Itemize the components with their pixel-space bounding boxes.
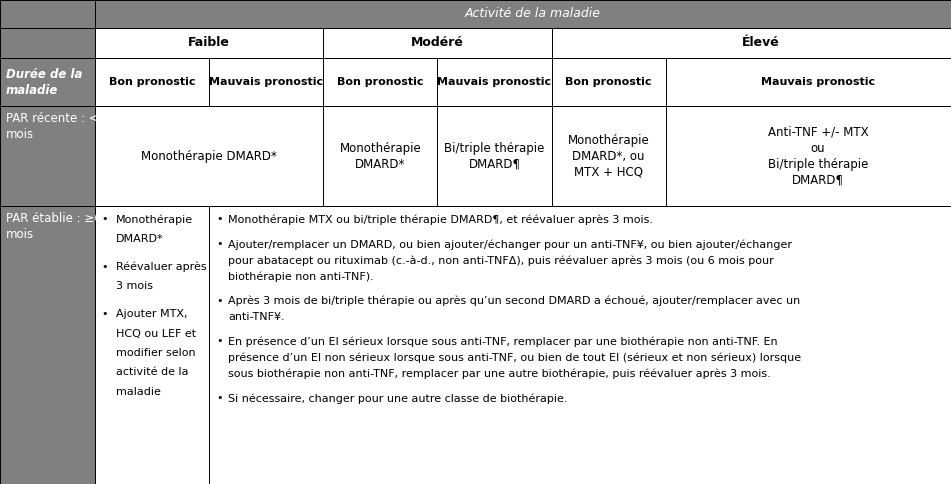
Text: Ajouter MTX,: Ajouter MTX, (116, 309, 187, 319)
Text: •: • (216, 214, 223, 225)
Text: Monothérapie DMARD*: Monothérapie DMARD* (142, 150, 277, 163)
Text: •: • (216, 296, 223, 306)
Text: Bon pronostic: Bon pronostic (109, 77, 195, 87)
Text: Réévaluer après: Réévaluer après (116, 262, 206, 272)
Text: présence d’un EI non sérieux lorsque sous anti-TNF, ou bien de tout EI (sérieux : présence d’un EI non sérieux lorsque sou… (228, 352, 802, 363)
Text: •: • (102, 262, 108, 272)
Text: DMARD*: DMARD* (116, 234, 164, 244)
Bar (0, 206, 95, 484)
Text: anti-TNF¥.: anti-TNF¥. (228, 312, 285, 322)
Bar (0, 28, 95, 58)
Bar (0, 58, 95, 106)
Text: biothérapie non anti-TNF).: biothérapie non anti-TNF). (228, 271, 374, 282)
Text: Si nécessaire, changer pour une autre classe de biothérapie.: Si nécessaire, changer pour une autre cl… (228, 393, 568, 404)
Text: Monothérapie
DMARD*: Monothérapie DMARD* (340, 142, 421, 170)
Bar (95, 106, 323, 206)
Bar (323, 58, 437, 106)
Bar (437, 106, 552, 206)
Bar (323, 106, 437, 206)
Text: •: • (216, 336, 223, 347)
Bar (552, 106, 666, 206)
Text: PAR récente : <6
mois: PAR récente : <6 mois (6, 112, 106, 141)
Text: sous biothérapie non anti-TNF, remplacer par une autre biothérapie, puis réévalu: sous biothérapie non anti-TNF, remplacer… (228, 368, 771, 379)
Text: Bi/triple thérapie
DMARD¶: Bi/triple thérapie DMARD¶ (444, 142, 545, 170)
Text: Activité de la maladie: Activité de la maladie (464, 7, 601, 20)
Bar (666, 106, 951, 206)
Text: En présence d’un EI sérieux lorsque sous anti-TNF, remplacer par une biothérapie: En présence d’un EI sérieux lorsque sous… (228, 336, 778, 347)
Text: Mauvais pronostic: Mauvais pronostic (761, 77, 875, 87)
Text: Bon pronostic: Bon pronostic (566, 77, 651, 87)
Text: •: • (102, 214, 108, 225)
Text: •: • (102, 309, 108, 319)
Text: modifier selon: modifier selon (116, 348, 196, 358)
Bar (95, 58, 209, 106)
Text: activité de la: activité de la (116, 367, 188, 378)
Bar (95, 0, 951, 28)
Text: Anti-TNF +/- MTX
ou
Bi/triple thérapie
DMARD¶: Anti-TNF +/- MTX ou Bi/triple thérapie D… (767, 125, 868, 187)
Text: pour abatacept ou rituximab (c.-à-d., non anti-TNFΔ), puis réévaluer après 3 moi: pour abatacept ou rituximab (c.-à-d., no… (228, 255, 774, 266)
Text: Faible: Faible (188, 36, 230, 49)
Bar (666, 58, 951, 106)
Bar (209, 206, 951, 484)
Text: Mauvais pronostic: Mauvais pronostic (209, 77, 323, 87)
Text: Monothérapie
DMARD*, ou
MTX + HCQ: Monothérapie DMARD*, ou MTX + HCQ (568, 134, 650, 179)
Text: Durée de la
maladie: Durée de la maladie (6, 68, 82, 97)
Bar (95, 206, 209, 484)
Text: Monothérapie MTX ou bi/triple thérapie DMARD¶, et réévaluer après 3 mois.: Monothérapie MTX ou bi/triple thérapie D… (228, 214, 653, 225)
Text: •: • (216, 393, 223, 403)
Bar (209, 58, 323, 106)
Text: Mauvais pronostic: Mauvais pronostic (437, 77, 552, 87)
Bar (0, 106, 95, 206)
Text: PAR établie : ≥6
mois: PAR établie : ≥6 mois (6, 212, 102, 241)
Text: Après 3 mois de bi/triple thérapie ou après qu’un second DMARD a échoué, ajouter: Après 3 mois de bi/triple thérapie ou ap… (228, 296, 801, 306)
Bar (437, 58, 552, 106)
Text: Élevé: Élevé (742, 36, 780, 49)
Text: HCQ ou LEF et: HCQ ou LEF et (116, 329, 196, 339)
Text: maladie: maladie (116, 387, 161, 397)
Text: Ajouter/remplacer un DMARD, ou bien ajouter/échanger pour un anti-TNF¥, ou bien : Ajouter/remplacer un DMARD, ou bien ajou… (228, 239, 792, 250)
Bar (0, 0, 95, 28)
Text: 3 mois: 3 mois (116, 281, 153, 291)
Text: Modéré: Modéré (411, 36, 464, 49)
Bar (552, 28, 951, 58)
Bar (323, 28, 552, 58)
Bar (95, 28, 323, 58)
Text: Monothérapie: Monothérapie (116, 214, 193, 225)
Bar (552, 58, 666, 106)
Text: •: • (216, 239, 223, 249)
Text: Bon pronostic: Bon pronostic (338, 77, 423, 87)
